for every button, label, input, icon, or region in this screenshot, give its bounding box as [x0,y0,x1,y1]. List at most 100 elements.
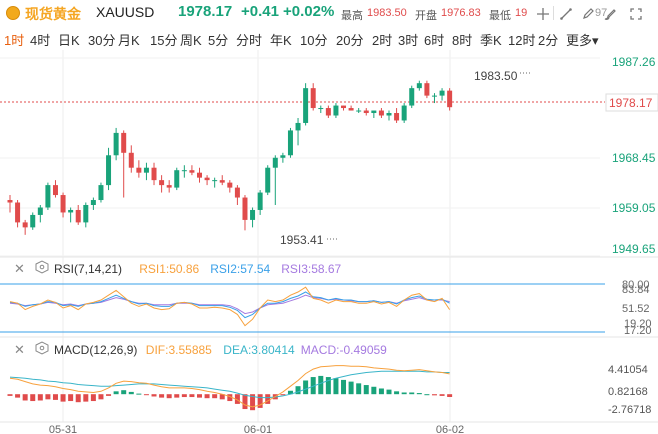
candle-body [159,180,165,186]
macd-bar [371,386,377,395]
tab-6时[interactable]: 6时 [424,33,445,48]
tab-10分[interactable]: 10分 [300,33,328,48]
price-tick: 1987.26 [612,55,656,69]
tab-2时[interactable]: 2时 [372,33,393,48]
low-label: 最低 [489,10,511,22]
tab-月K[interactable]: 月K [118,33,140,48]
tab-20分[interactable]: 20分 [336,33,364,48]
line-draw-icon[interactable] [556,4,575,23]
candle-body [166,185,172,188]
macd-bar [439,394,445,396]
macd-bar [212,394,218,399]
tab-2分[interactable]: 2分 [538,33,559,48]
brush-icon[interactable] [600,4,619,23]
candle-body [83,204,89,223]
candle-body [128,152,134,168]
tab-1时[interactable]: 1时 [4,33,25,48]
macd-value: DIF:3.55885 [146,343,212,357]
candle-body [68,209,74,213]
tab-更多[interactable]: 更多▾ [566,33,599,48]
last-price: 1978.17 [178,3,233,20]
macd-bar [121,390,127,395]
tab-周K[interactable]: 周K [180,33,202,48]
tab-4时[interactable]: 4时 [30,33,51,48]
tab-年K[interactable]: 年K [270,33,292,48]
crosshair-icon[interactable] [533,4,552,23]
candle-body [424,83,430,96]
macd-bar [83,394,89,402]
candle-body [409,88,415,106]
macd-bar [447,394,453,397]
macd-bar [378,388,384,395]
macd-bar [416,393,422,395]
rsi-value: RSI3:58.67 [281,262,341,276]
tab-季K[interactable]: 季K [480,33,502,48]
candle-body [121,132,127,153]
macd-bar [227,394,233,402]
candle-body [272,157,278,168]
tab-12时[interactable]: 12时 [508,33,536,48]
tab-日K[interactable]: 日K [58,33,80,48]
macd-bar [45,394,51,400]
macd-bar [424,394,430,396]
candle-body [219,180,225,183]
macd-bar [143,394,149,396]
x-axis-date: 06-02 [436,424,464,434]
macd-bar [15,394,21,398]
x-axis-date: 06-01 [244,424,272,434]
macd-bar [341,379,347,395]
rsi-value: RSI2:57.54 [210,262,270,276]
rsi-title: RSI(7,14,21) [54,262,122,276]
candle-body [447,90,453,108]
rsi-tick: 83.84 [622,284,650,296]
current-price-label: 1978.17 [609,96,653,110]
rsi-tick: 19.20 [624,318,652,330]
tab-分时[interactable]: 分时 [236,33,263,48]
candle-body [333,105,339,116]
rsi-value: RSI1:50.86 [139,262,199,276]
tab-15分[interactable]: 15分 [150,33,178,48]
macd-bar [348,381,354,395]
price-change: +0.41 [241,3,279,20]
macd-bar [318,375,324,395]
rsi-tick: 51.52 [622,303,650,315]
candle-body [250,209,256,220]
macd-bar [106,394,112,396]
candle-body [318,108,324,110]
tab-3时[interactable]: 3时 [398,33,419,48]
candlestick-chart[interactable]: 1983.50 1953.41 ✕ RSI(7,14,21) RSI1:50.86 RS… [0,50,658,434]
rsi-close-icon: ✕ [14,261,25,276]
macd-bar [204,394,210,399]
toolbar-divider [553,6,554,20]
quote-header: 现货黄金 XAUUSD 1978.17 +0.41 +0.02% 最高 1983… [0,0,658,26]
candle-body [371,110,377,114]
macd-bar [136,393,142,395]
tab-30分[interactable]: 30分 [88,33,116,48]
min-price-label: 1953.41 [280,233,324,247]
candle-body [113,132,119,156]
candle-body [287,130,293,156]
y-axis-labels: 1987.26 1968.45 1959.05 1949.65 1978.17 80.00… [608,55,656,416]
candle-body [242,197,248,220]
pen-icon[interactable] [578,4,597,23]
macd-tick: 4.41054 [608,364,648,376]
macd-bar [159,394,165,398]
macd-bar [128,391,134,395]
candle-body [234,187,240,198]
rsi-panel: ✕ RSI(7,14,21) RSI1:50.86 RSI2:57.54 RSI3:58… [0,260,605,333]
macd-bar [242,394,248,410]
tab-8时[interactable]: 8时 [452,33,473,48]
macd-bar [333,378,339,395]
rsi-tick: 17.20 [624,325,652,337]
fullscreen-icon[interactable] [626,4,645,23]
candle-body [378,110,384,116]
macd-bar [151,394,157,397]
instrument-symbol: XAUUSD [96,4,155,20]
macd-bar [98,394,104,400]
candle-body [363,110,369,114]
macd-title: MACD(12,26,9) [54,343,137,357]
tab-5分[interactable]: 5分 [208,33,229,48]
high-value: 1983.50 [367,7,407,19]
macd-bar [363,385,369,395]
macd-settings-icon [35,341,49,355]
